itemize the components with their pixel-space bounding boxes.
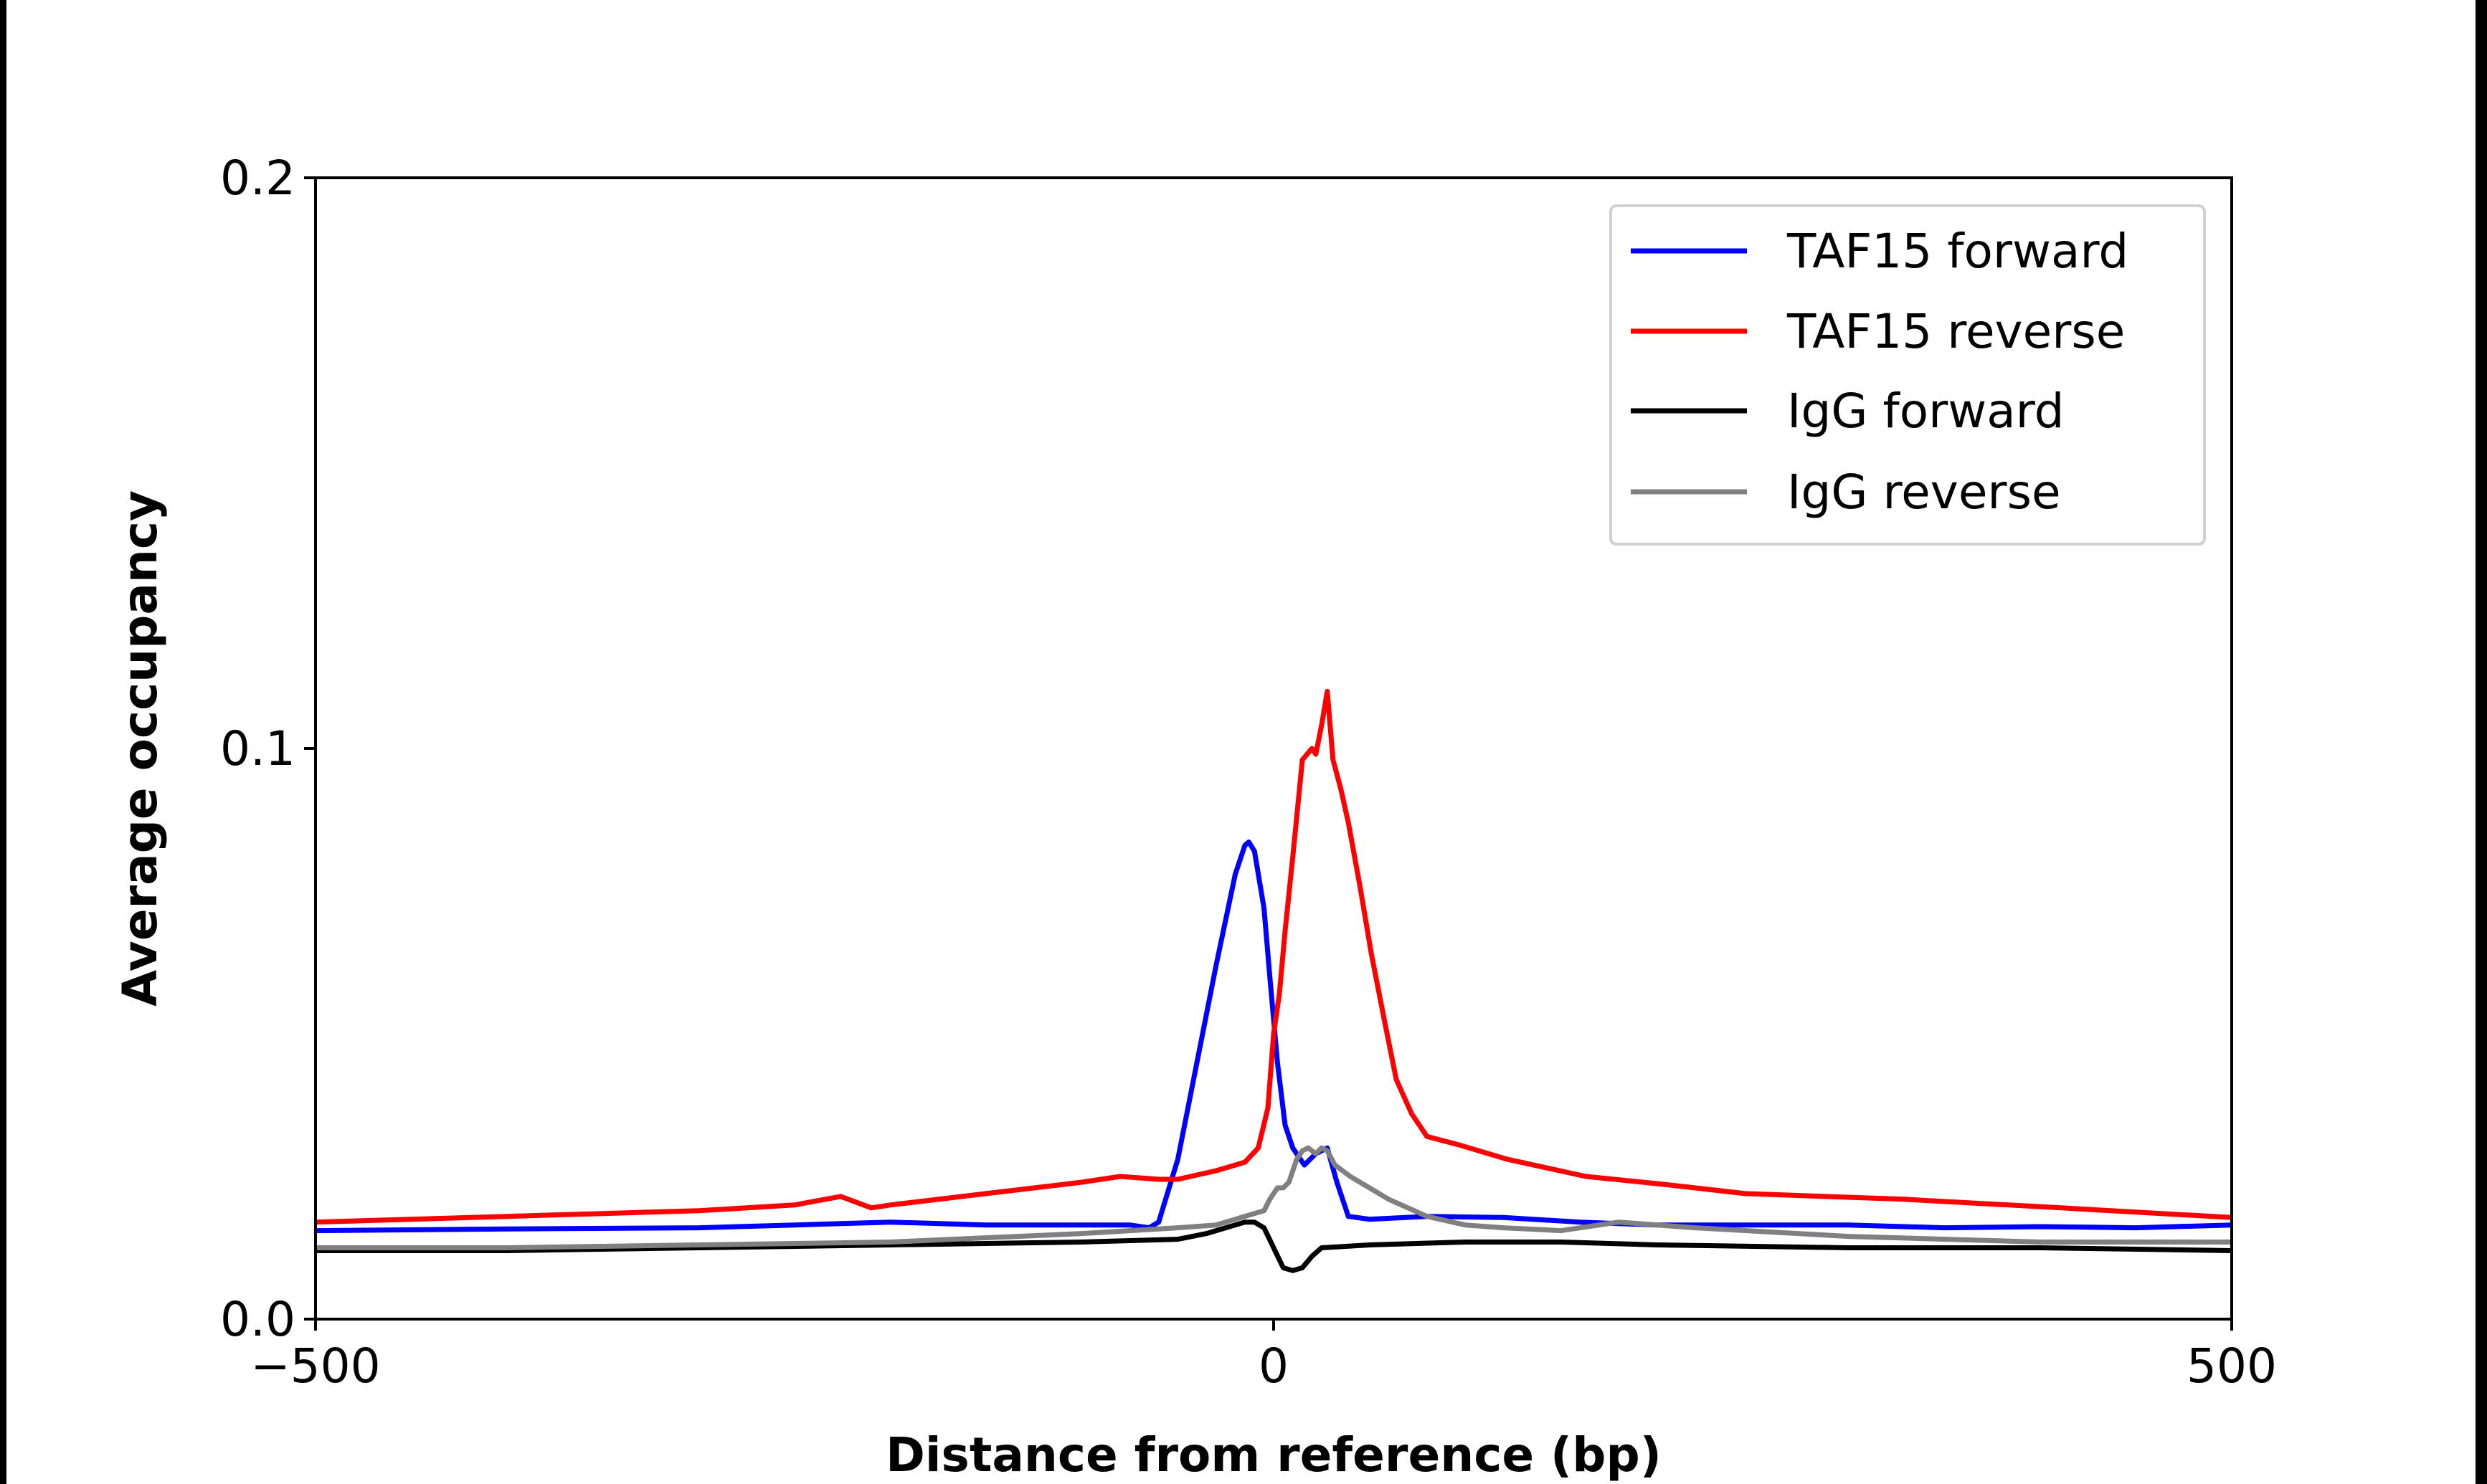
x-tick-label: −500	[250, 1338, 380, 1394]
legend-label: IgG forward	[1787, 384, 2065, 439]
legend-label: TAF15 reverse	[1786, 304, 2125, 359]
y-tick-label: 0.1	[220, 721, 295, 776]
series-line-taf15-reverse	[315, 688, 2232, 1225]
x-axis-label: Distance from reference (bp)	[886, 1427, 1662, 1483]
series-layer	[315, 688, 2232, 1273]
y-axis-label: Average occupancy	[113, 490, 168, 1007]
y-tick-label: 0.0	[220, 1292, 295, 1347]
x-tick-label: 0	[1259, 1338, 1289, 1394]
x-tick-label: 500	[2187, 1338, 2277, 1394]
legend-box	[1609, 204, 2206, 546]
left-border	[0, 0, 6, 1484]
legend-label: IgG reverse	[1787, 465, 2061, 520]
legend: TAF15 forward TAF15 reverse IgG forward IgG…	[1609, 204, 2206, 546]
series-line-igg-reverse	[316, 1145, 2232, 1250]
y-tick-label: 0.2	[220, 151, 295, 206]
series-line-igg-forward	[316, 1219, 2232, 1273]
ticks-layer: −500 0 500 0.0 0.1 0.2	[220, 151, 2277, 1394]
legend-label: TAF15 forward	[1786, 224, 2128, 279]
right-border	[2476, 0, 2487, 1484]
